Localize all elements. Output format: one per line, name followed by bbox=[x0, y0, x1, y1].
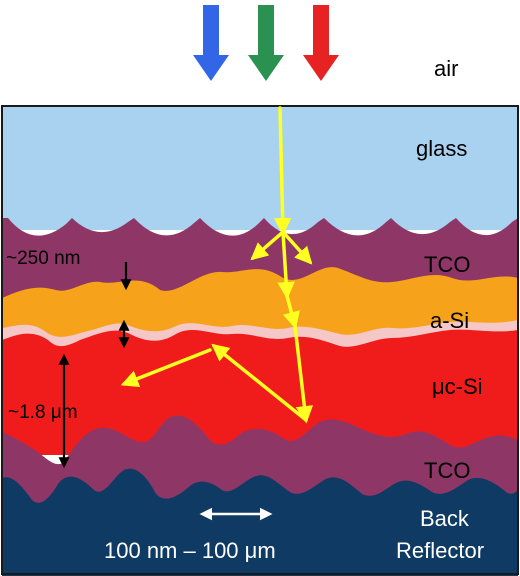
a-si-label: a-Si bbox=[430, 308, 469, 333]
ray-down-1 bbox=[277, 230, 295, 300]
red-light-arrow bbox=[303, 5, 339, 81]
back-reflector-layer bbox=[2, 468, 518, 576]
light-rays bbox=[120, 106, 314, 424]
tco-bottom-label: TCO bbox=[424, 458, 470, 483]
ray-down-3 bbox=[293, 324, 314, 424]
back-reflector-label-2: Reflector bbox=[396, 538, 484, 563]
ray-scatter-left bbox=[250, 230, 285, 261]
glass-label: glass bbox=[416, 136, 467, 161]
ray-reflect-up bbox=[211, 343, 308, 422]
ray-scatter-right bbox=[281, 230, 313, 265]
ray-reflect-left bbox=[120, 348, 212, 387]
uc-si-label: μc-Si bbox=[432, 374, 483, 399]
green-light-arrow bbox=[248, 5, 284, 81]
tco-top-label: TCO bbox=[424, 252, 470, 277]
blue-light-arrow bbox=[193, 5, 229, 81]
back-reflector-label-1: Back bbox=[420, 506, 470, 531]
ray-down-2 bbox=[282, 294, 300, 330]
glass-layer bbox=[2, 106, 518, 230]
uc-si-thickness-label: ~1.8 μm bbox=[8, 402, 78, 423]
air-label: air bbox=[434, 56, 458, 81]
feature-size-label: 100 nm – 100 μm bbox=[104, 538, 276, 563]
ray-incident bbox=[273, 106, 292, 236]
dimension-arrows bbox=[58, 262, 132, 469]
cell-frame bbox=[1, 105, 519, 575]
uc-si-layer bbox=[2, 329, 518, 455]
tco-texture-label: ~250 nm bbox=[6, 248, 80, 269]
